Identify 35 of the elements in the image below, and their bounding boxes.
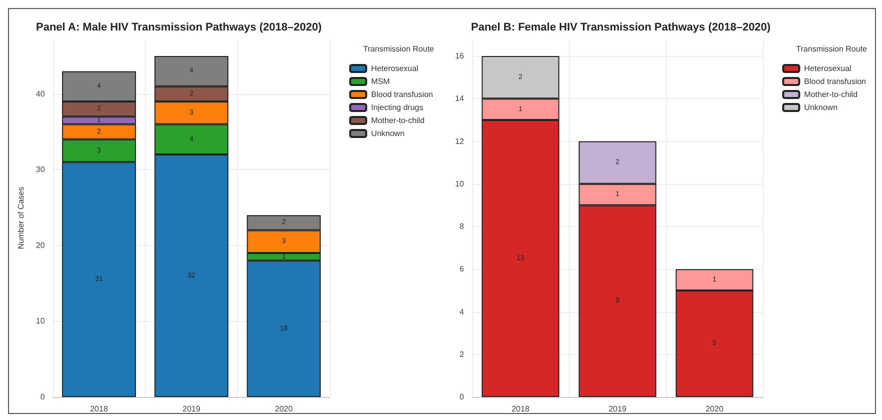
- y-tick-label: 2: [460, 350, 465, 359]
- y-tick-label: 16: [455, 52, 465, 61]
- x-tick-label: 2018: [90, 404, 108, 414]
- y-tick-label: 0: [40, 392, 46, 402]
- legend-label: Mother-to-child: [371, 116, 425, 125]
- y-tick-label: 30: [36, 165, 46, 174]
- y-tick-label: 6: [460, 264, 465, 274]
- y-tick-label: 12: [455, 136, 465, 146]
- legend-title: Transmission Route: [796, 44, 868, 54]
- y-tick-label: 8: [460, 222, 465, 232]
- legend-label: Unknown: [371, 129, 405, 138]
- legend-label: Mother-to-child: [804, 90, 858, 99]
- chart-title: Panel B: Female HIV Transmission Pathways (2018–2020): [471, 22, 771, 34]
- y-tick-label: 20: [36, 240, 46, 250]
- legend-label: Blood transfusion: [804, 77, 866, 86]
- x-tick-label: 2020: [706, 404, 724, 414]
- x-tick-label: 2019: [182, 404, 201, 414]
- x-tick-label: 2018: [512, 404, 530, 414]
- legend-title: Transmission Route: [363, 44, 435, 54]
- legend-label: Unknown: [804, 103, 838, 112]
- y-tick-label: 4: [460, 307, 465, 316]
- y-tick-label: 10: [36, 316, 46, 326]
- x-tick-label: 2019: [608, 404, 627, 414]
- y-tick-label: 10: [455, 179, 465, 188]
- legend-label: MSM: [371, 77, 390, 86]
- legend-label: Heterosexual: [804, 64, 852, 73]
- y-tick-label: 0: [460, 392, 465, 402]
- y-axis-title: Number of Cases: [16, 186, 26, 250]
- legend-label: Blood transfusion: [371, 90, 434, 99]
- y-tick-label: 14: [455, 94, 465, 104]
- y-tick-label: 40: [36, 89, 46, 98]
- chart-title: Panel A: Male HIV Transmission Pathways (2018–2020): [36, 22, 322, 34]
- legend-label: Heterosexual: [371, 64, 419, 73]
- x-tick-label: 2020: [274, 404, 294, 414]
- legend-label: Injecting drugs: [371, 103, 424, 112]
